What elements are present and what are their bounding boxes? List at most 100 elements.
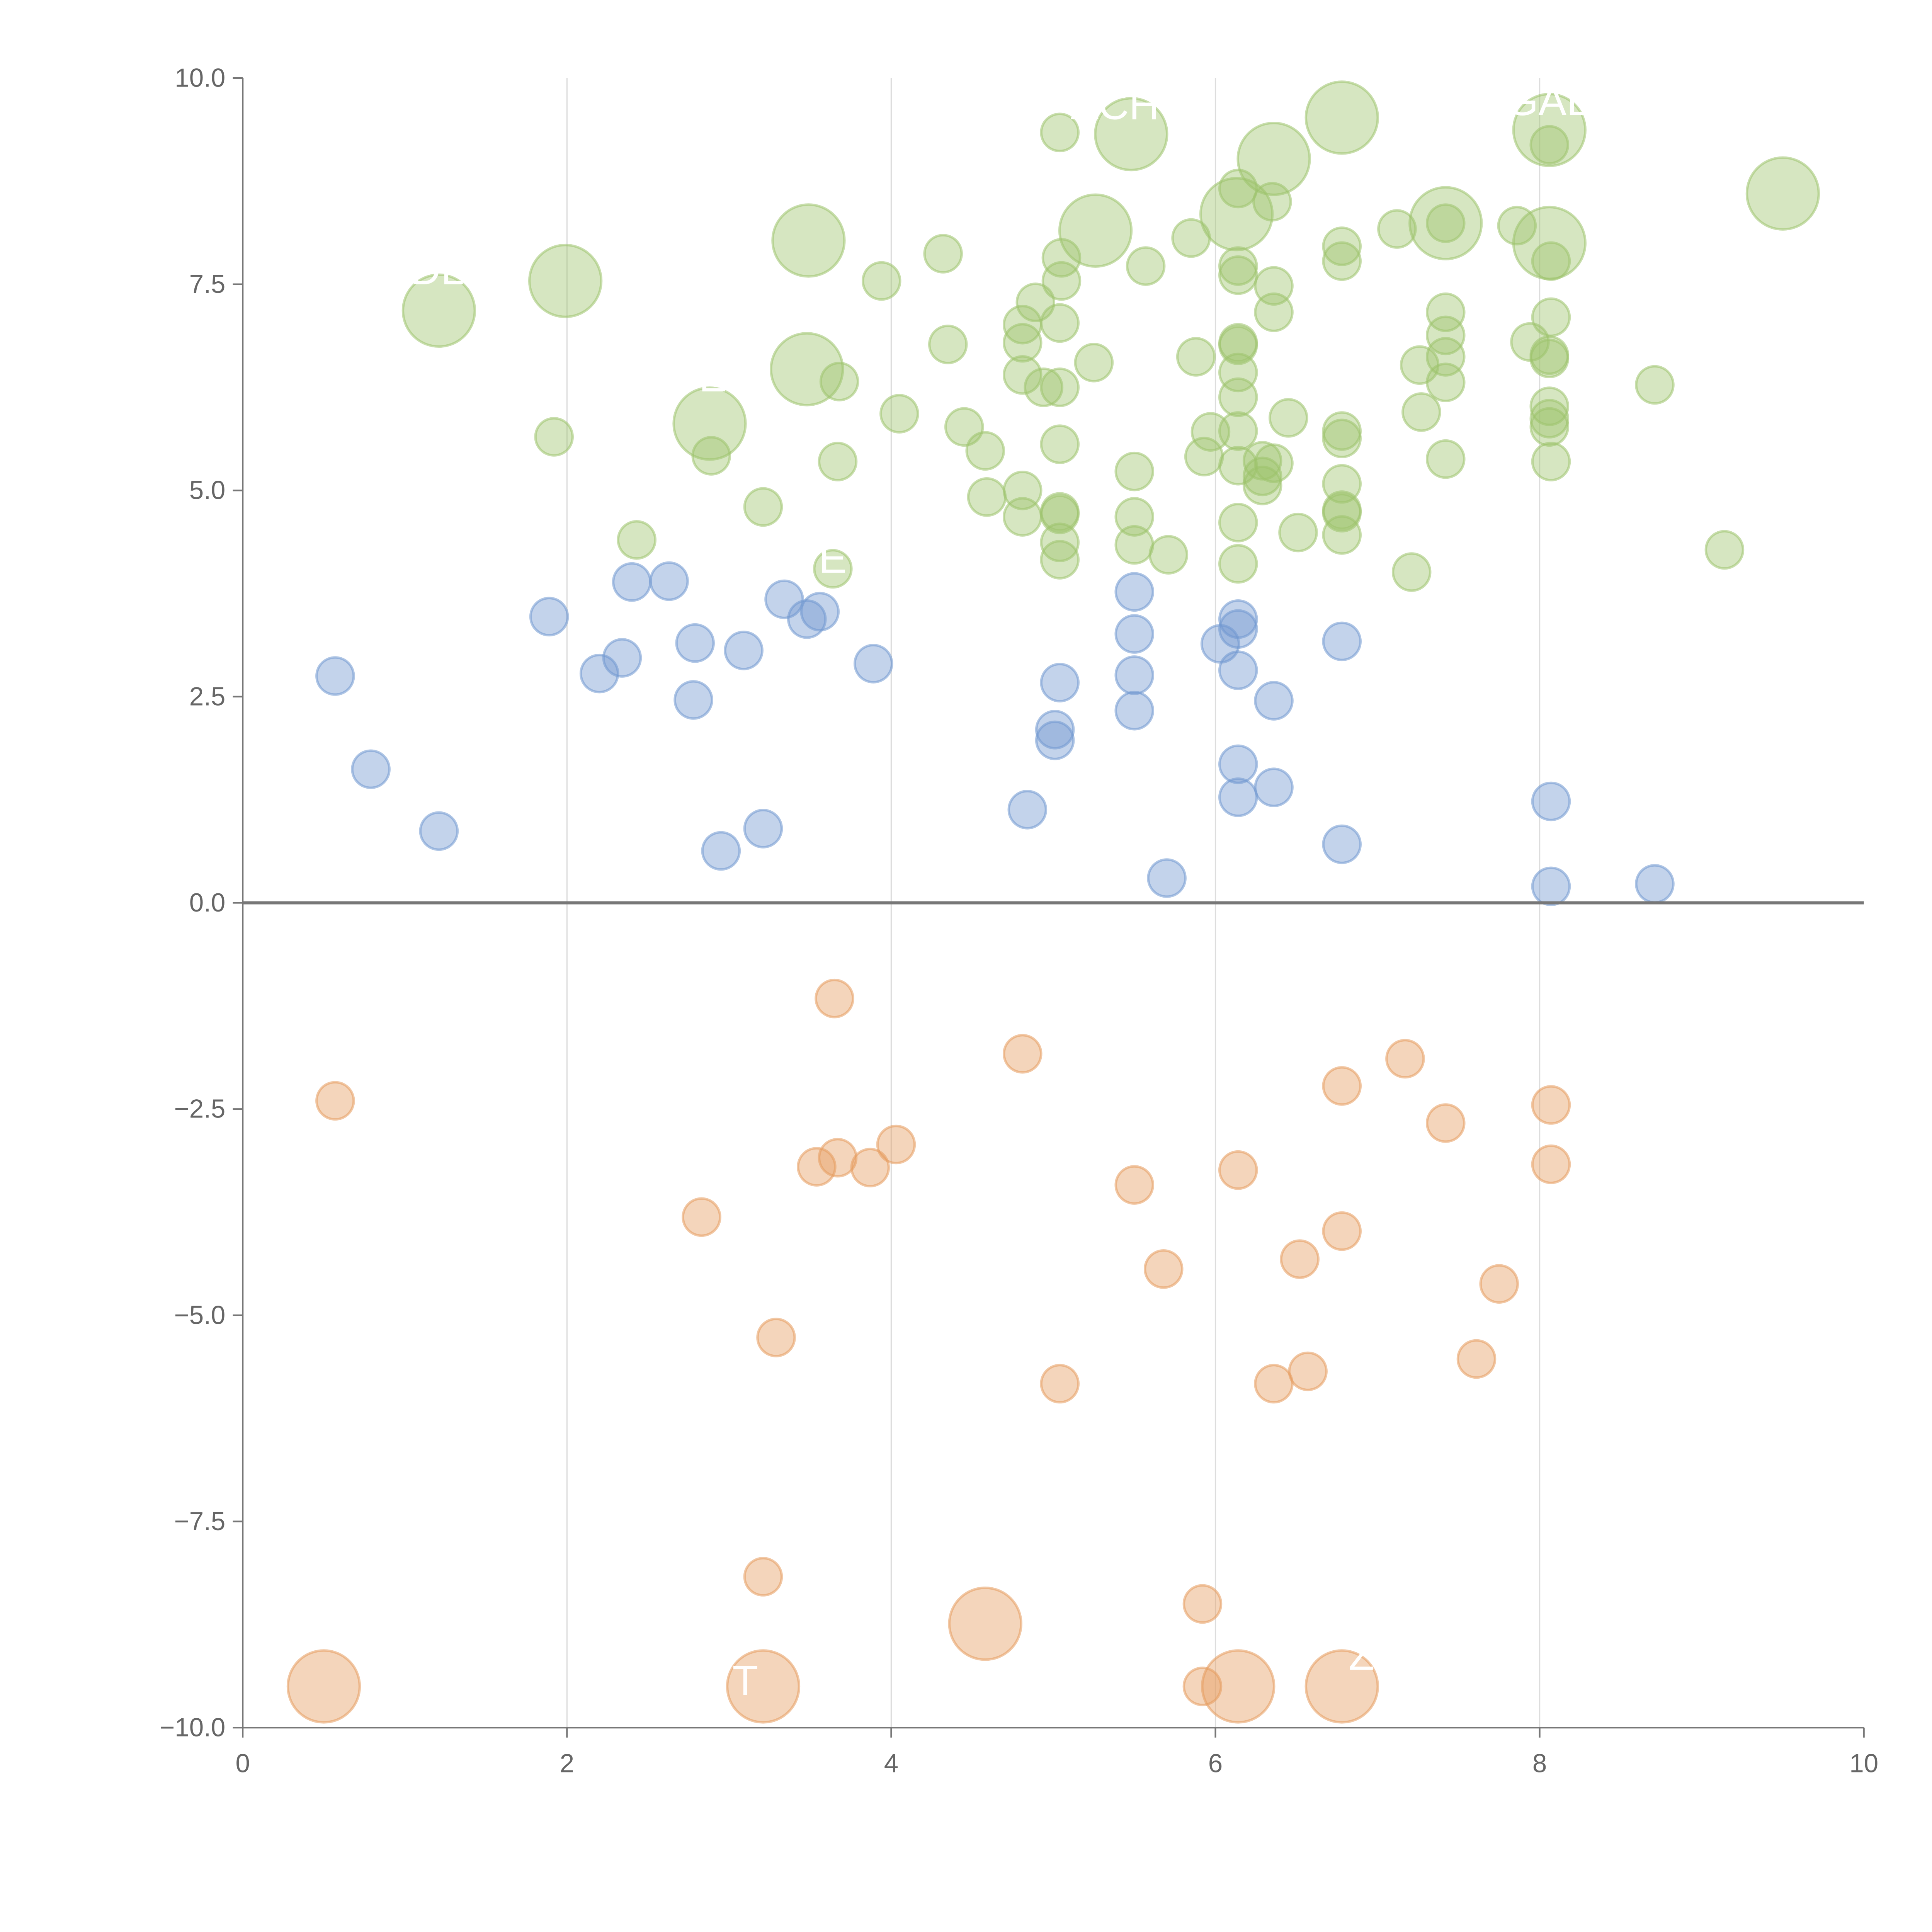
data-point-orange — [815, 978, 854, 1019]
data-point-green — [1400, 345, 1440, 385]
data-point-blue — [787, 599, 827, 639]
data-point-green — [1190, 412, 1231, 452]
data-point-orange — [818, 1138, 858, 1178]
data-point-blue — [1254, 767, 1294, 807]
data-point-green — [1322, 493, 1362, 533]
data-point-green — [672, 386, 747, 461]
data-point-green — [819, 362, 859, 401]
data-point-green — [1218, 246, 1258, 286]
annotation-label: T — [1267, 82, 1293, 129]
data-point-green — [1401, 392, 1441, 432]
data-point-orange — [743, 1557, 783, 1597]
data-point-orange — [1531, 1085, 1571, 1125]
data-point-blue — [1035, 709, 1075, 750]
data-point-green — [1114, 497, 1155, 537]
data-point-orange — [1531, 1144, 1571, 1184]
annotation-label: E — [819, 535, 847, 582]
data-point-green — [1218, 503, 1258, 543]
annotation-label: Z — [1349, 1632, 1374, 1679]
data-point-blue — [1322, 621, 1362, 662]
data-point-blue — [579, 653, 619, 694]
data-point-green — [818, 442, 858, 481]
data-point-orange — [286, 1649, 361, 1724]
data-point-blue — [1007, 790, 1048, 830]
data-point-blue — [1322, 824, 1362, 864]
data-point-blue — [1218, 744, 1258, 784]
data-point-blue — [1531, 781, 1571, 821]
data-point-green — [813, 549, 853, 589]
data-point-green — [1304, 80, 1379, 155]
data-point-green — [1635, 365, 1675, 405]
data-point-orange — [726, 1649, 801, 1724]
data-point-green — [1040, 112, 1080, 153]
data-point-green — [1114, 525, 1155, 565]
data-point-green — [1126, 246, 1166, 286]
data-point-blue — [1147, 858, 1187, 898]
data-point-green — [1254, 292, 1294, 332]
data-point-orange — [1322, 1211, 1362, 1251]
data-point-green — [1704, 530, 1745, 570]
data-point-orange — [1040, 1364, 1080, 1404]
data-point-green — [1529, 338, 1570, 378]
data-point-green — [1531, 241, 1571, 281]
data-point-orange — [948, 1587, 1022, 1661]
data-point-orange — [1218, 1150, 1258, 1190]
data-points — [286, 80, 1820, 1724]
x-tick-label: 8 — [1532, 1749, 1547, 1778]
data-point-green — [1322, 226, 1362, 266]
data-point-orange — [1254, 1364, 1294, 1404]
annotation-label: T — [733, 1657, 759, 1704]
data-point-green — [1041, 238, 1082, 278]
data-point-green — [1391, 552, 1432, 592]
data-point-orange — [876, 1124, 916, 1165]
data-point-green — [1218, 377, 1258, 417]
y-tick-label: 7.5 — [189, 270, 226, 299]
data-point-orange — [1143, 1249, 1184, 1289]
data-point-green — [1040, 540, 1080, 580]
data-point-green — [1218, 168, 1258, 209]
data-point-green — [1024, 367, 1064, 407]
y-tick-label: 5.0 — [189, 476, 226, 505]
x-tick-label: 10 — [1849, 1749, 1878, 1778]
data-point-blue — [800, 592, 840, 632]
data-point-green — [1529, 407, 1570, 447]
data-point-orange — [1425, 1103, 1466, 1143]
annotation-label: E — [699, 354, 727, 401]
annotation-label: DL — [410, 247, 464, 294]
data-point-green — [1040, 522, 1080, 562]
data-point-orange — [797, 1147, 837, 1187]
data-point-blue — [701, 831, 741, 871]
data-point-green — [743, 487, 783, 527]
data-point-green — [1218, 255, 1258, 295]
data-point-blue — [1218, 599, 1258, 639]
x-tick-label: 0 — [235, 1749, 250, 1778]
data-point-orange — [1479, 1264, 1519, 1304]
data-point-green — [1322, 241, 1362, 281]
data-point-blue — [419, 811, 459, 851]
data-point-orange — [315, 1081, 355, 1121]
annotation-label: GAL — [1506, 77, 1590, 124]
data-point-blue — [1531, 866, 1571, 906]
x-tick-label: 2 — [560, 1749, 574, 1778]
data-point-blue — [1114, 655, 1155, 695]
data-point-blue — [1035, 720, 1075, 760]
data-point-green — [928, 325, 968, 364]
data-point-green — [1040, 367, 1080, 407]
data-point-green — [1040, 424, 1080, 464]
data-point-green — [617, 520, 656, 560]
data-point-green — [770, 332, 844, 406]
data-point-green — [1176, 337, 1216, 377]
data-point-green — [1269, 398, 1308, 438]
x-tick-label: 6 — [1208, 1749, 1223, 1778]
data-point-green — [1322, 515, 1362, 555]
data-point-orange — [756, 1318, 796, 1357]
data-point-green — [1114, 451, 1155, 492]
y-tick-label: 2.5 — [189, 682, 226, 711]
y-tick-label: 10.0 — [175, 63, 225, 92]
data-point-blue — [743, 809, 783, 849]
data-point-green — [1148, 535, 1189, 575]
data-point-green — [1040, 494, 1080, 534]
data-point-orange — [1322, 1066, 1362, 1106]
data-point-green — [1171, 218, 1211, 258]
